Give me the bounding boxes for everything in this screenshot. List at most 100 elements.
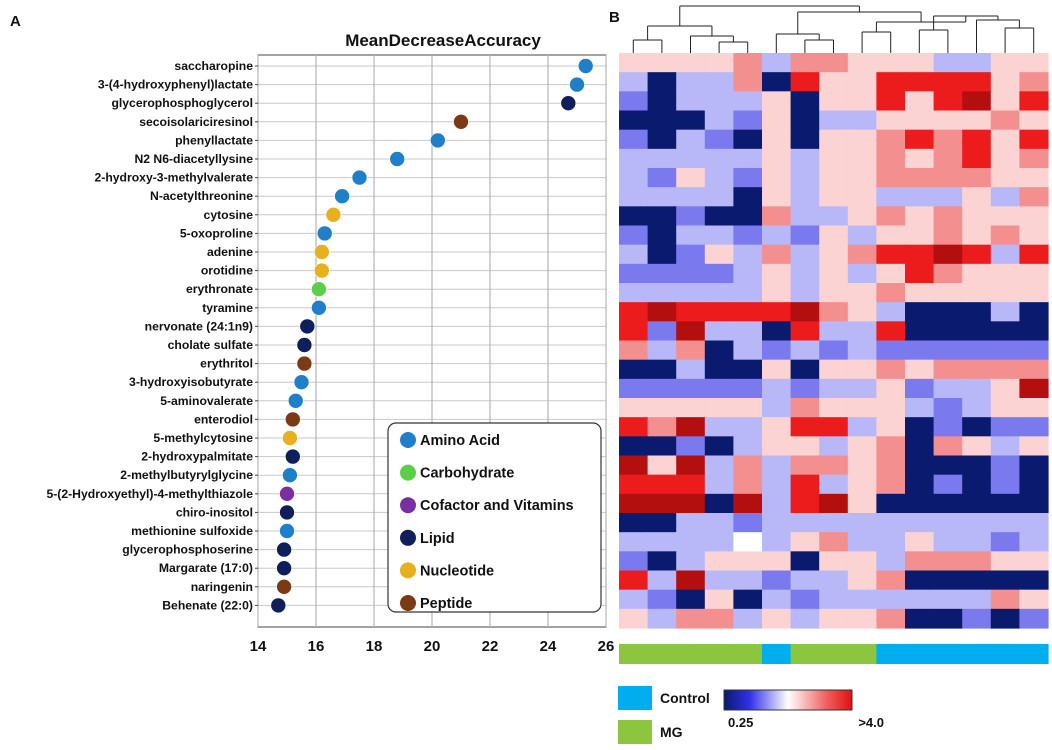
- heatmap-cell: [847, 91, 877, 112]
- heatmap-cell: [962, 340, 992, 361]
- data-points: [270, 58, 594, 614]
- heatmap-cell: [847, 72, 877, 92]
- heatmap-cell: [990, 302, 1020, 322]
- heatmap-cell: [905, 378, 935, 399]
- heatmap-cell: [876, 608, 906, 629]
- heatmap-cell: [647, 570, 677, 591]
- heatmap-cell: [762, 206, 792, 227]
- heatmap-cell: [762, 474, 792, 495]
- heatmap-cell: [790, 493, 820, 514]
- heatmap-cell: [905, 570, 935, 591]
- heatmap-cell: [962, 225, 992, 246]
- heatmap-cell: [905, 129, 935, 150]
- group-legend-swatch: [618, 686, 652, 710]
- heatmap-cell: [790, 187, 820, 207]
- heatmap-cell: [933, 608, 963, 629]
- heatmap-cell: [762, 417, 792, 437]
- heatmap-cell: [933, 417, 963, 437]
- heatmap-cell: [762, 398, 792, 418]
- y-label: 5-aminovalerate: [160, 394, 253, 408]
- heatmap-cell: [990, 244, 1020, 265]
- legend-label: Amino Acid: [420, 433, 500, 449]
- heatmap-cell: [704, 302, 734, 322]
- y-label: 5-oxoproline: [180, 226, 253, 240]
- heatmap-cell: [704, 513, 734, 533]
- heatmap-cell: [704, 244, 734, 265]
- heatmap-cell: [876, 570, 906, 591]
- heatmap-cell: [905, 398, 935, 418]
- heatmap-cell: [847, 378, 877, 399]
- heatmap-cell: [819, 570, 849, 591]
- group-bar-cell: [962, 644, 992, 664]
- heatmap-cell: [619, 148, 649, 169]
- heatmap-cell: [819, 378, 849, 399]
- heatmap-cell: [962, 283, 992, 303]
- heatmap-cell: [819, 417, 849, 437]
- heatmap-cell: [876, 148, 906, 169]
- heatmap-cell: [990, 340, 1020, 361]
- heatmap-cell: [647, 417, 677, 437]
- heatmap-cell: [933, 302, 963, 322]
- group-bar: [619, 644, 1049, 664]
- x-tick-label: 26: [598, 638, 615, 655]
- heatmap-cell: [905, 608, 935, 629]
- heatmap-cell: [676, 91, 706, 112]
- data-point: [279, 485, 295, 502]
- heatmap-cell: [647, 91, 677, 112]
- heatmap-cell: [905, 225, 935, 246]
- heatmap-cell: [933, 474, 963, 495]
- heatmap-cell: [762, 340, 792, 361]
- heatmap-cell: [762, 302, 792, 322]
- heatmap-cell: [990, 455, 1020, 476]
- heatmap-cell: [1019, 608, 1049, 629]
- heatmap-cell: [905, 244, 935, 265]
- heatmap-cell: [762, 359, 792, 380]
- y-label: cytosine: [204, 208, 254, 222]
- heatmap-cell: [704, 263, 734, 284]
- heatmap-cell: [962, 436, 992, 457]
- heatmap-cell: [733, 53, 763, 73]
- heatmap-cell: [790, 398, 820, 418]
- heatmap-cell: [933, 321, 963, 342]
- heatmap-cell: [619, 53, 649, 73]
- heatmap-cell: [619, 244, 649, 265]
- color-scale-low-label: 0.25: [728, 715, 753, 730]
- heatmap-cell: [704, 551, 734, 572]
- heatmap-cell: [847, 455, 877, 476]
- heatmap-cell: [933, 72, 963, 92]
- heatmap-cell: [647, 283, 677, 303]
- y-label: 2-hydroxypalmitate: [141, 450, 253, 464]
- heatmap-cell: [905, 321, 935, 342]
- heatmap-cell: [876, 244, 906, 265]
- heatmap-cell: [1019, 129, 1049, 150]
- heatmap-cell: [762, 455, 792, 476]
- heatmap-cell: [790, 283, 820, 303]
- heatmap-cell: [1019, 532, 1049, 552]
- heatmap-cell: [1019, 283, 1049, 303]
- group-legend-swatch: [618, 720, 652, 744]
- group-legend-label: MG: [660, 724, 683, 740]
- legend-marker: [400, 432, 416, 448]
- heatmap-cell: [933, 263, 963, 284]
- heatmap-cell: [762, 436, 792, 457]
- heatmap-cell: [933, 551, 963, 572]
- heatmap-cell: [905, 302, 935, 322]
- heatmap-cell: [647, 263, 677, 284]
- heatmap-cell: [790, 206, 820, 227]
- heatmap-cell: [704, 532, 734, 552]
- group-bar-cell: [990, 644, 1020, 664]
- group-bar-cell: [790, 644, 820, 664]
- heatmap-cell: [704, 187, 734, 207]
- heatmap-cell: [790, 129, 820, 150]
- legend-label: Carbohydrate: [420, 466, 514, 482]
- heatmap-cell: [847, 129, 877, 150]
- heatmap-cell: [1019, 206, 1049, 227]
- y-label: adenine: [207, 245, 253, 259]
- heatmap-cell: [619, 283, 649, 303]
- heatmap-cell: [905, 474, 935, 495]
- group-bar-cell: [762, 644, 792, 664]
- heatmap-cell: [762, 321, 792, 342]
- x-tick-label: 20: [424, 638, 441, 655]
- heatmap-cell: [733, 551, 763, 572]
- heatmap-cell: [847, 589, 877, 610]
